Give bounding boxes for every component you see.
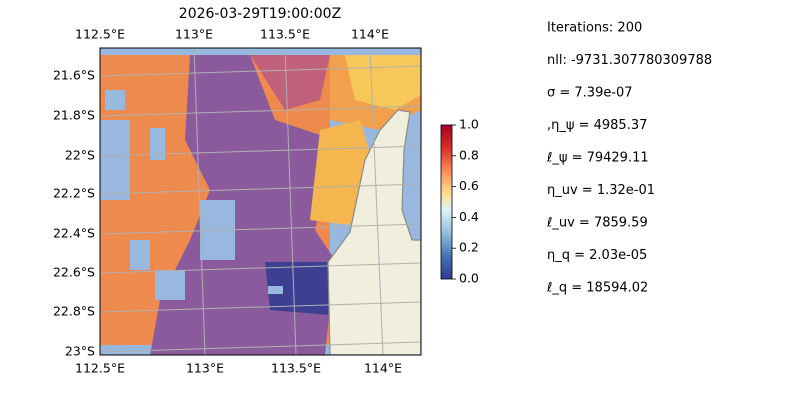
param-text: ℓ_ψ = 79429.11 — [546, 151, 649, 166]
param-text: ,η_ψ = 4985.37 — [547, 118, 647, 133]
param-text: η_uv = 1.32e-01 — [547, 183, 655, 198]
lon-label-top: 114°E — [351, 27, 389, 42]
lat-label: 21.8°S — [53, 108, 95, 123]
colorbar-tick-label: 0.6 — [459, 178, 479, 193]
colorbar-tick-label: 0.0 — [459, 271, 479, 286]
colorbar-tick-label: 0.4 — [459, 209, 479, 224]
param-text: σ = 7.39e-07 — [547, 86, 633, 101]
field-dark — [265, 262, 330, 315]
lat-label: 22.6°S — [53, 265, 95, 280]
gap — [130, 240, 150, 270]
colorbar-tick-label: 0.8 — [459, 147, 479, 162]
lat-label: 22.2°S — [53, 186, 95, 201]
gap — [150, 128, 165, 160]
param-text: nll: -9731.307780309788 — [547, 53, 712, 68]
lon-label-top: 113°E — [175, 27, 213, 42]
land — [327, 109, 421, 355]
lat-label: 22.8°S — [53, 304, 95, 319]
gap — [105, 90, 125, 110]
gap — [100, 120, 130, 200]
gap — [155, 270, 185, 300]
lat-label: 22°S — [65, 148, 95, 163]
colorbar-tick-label: 0.2 — [459, 240, 479, 255]
lon-label-bottom: 112.5°E — [75, 361, 125, 376]
lat-label: 23°S — [65, 344, 95, 359]
colorbar — [440, 124, 453, 280]
graticule — [100, 48, 421, 355]
param-text: η_q = 2.03e-05 — [547, 248, 647, 263]
gap — [100, 48, 421, 55]
param-text: Iterations: 200 — [547, 21, 642, 36]
lon-label-bottom: 114°E — [364, 361, 402, 376]
param-text: ℓ_q = 18594.02 — [546, 281, 648, 296]
field-yellow — [345, 55, 421, 110]
lat-label: 22.4°S — [53, 226, 95, 241]
gap — [268, 286, 283, 294]
lon-label-top: 112.5°E — [75, 27, 125, 42]
map-frame — [99, 47, 422, 356]
lat-label: 21.6°S — [53, 68, 95, 83]
param-text: ℓ_uv = 7859.59 — [546, 216, 648, 231]
lon-label-bottom: 113.5°E — [271, 361, 321, 376]
lon-label-bottom: 113°E — [186, 361, 224, 376]
map-field — [100, 48, 421, 355]
colorbar-tick-label: 1.0 — [459, 117, 479, 132]
map-title: 2026-03-29T19:00:00Z — [179, 6, 341, 22]
lon-label-top: 113.5°E — [260, 27, 310, 42]
field-red — [250, 55, 330, 110]
